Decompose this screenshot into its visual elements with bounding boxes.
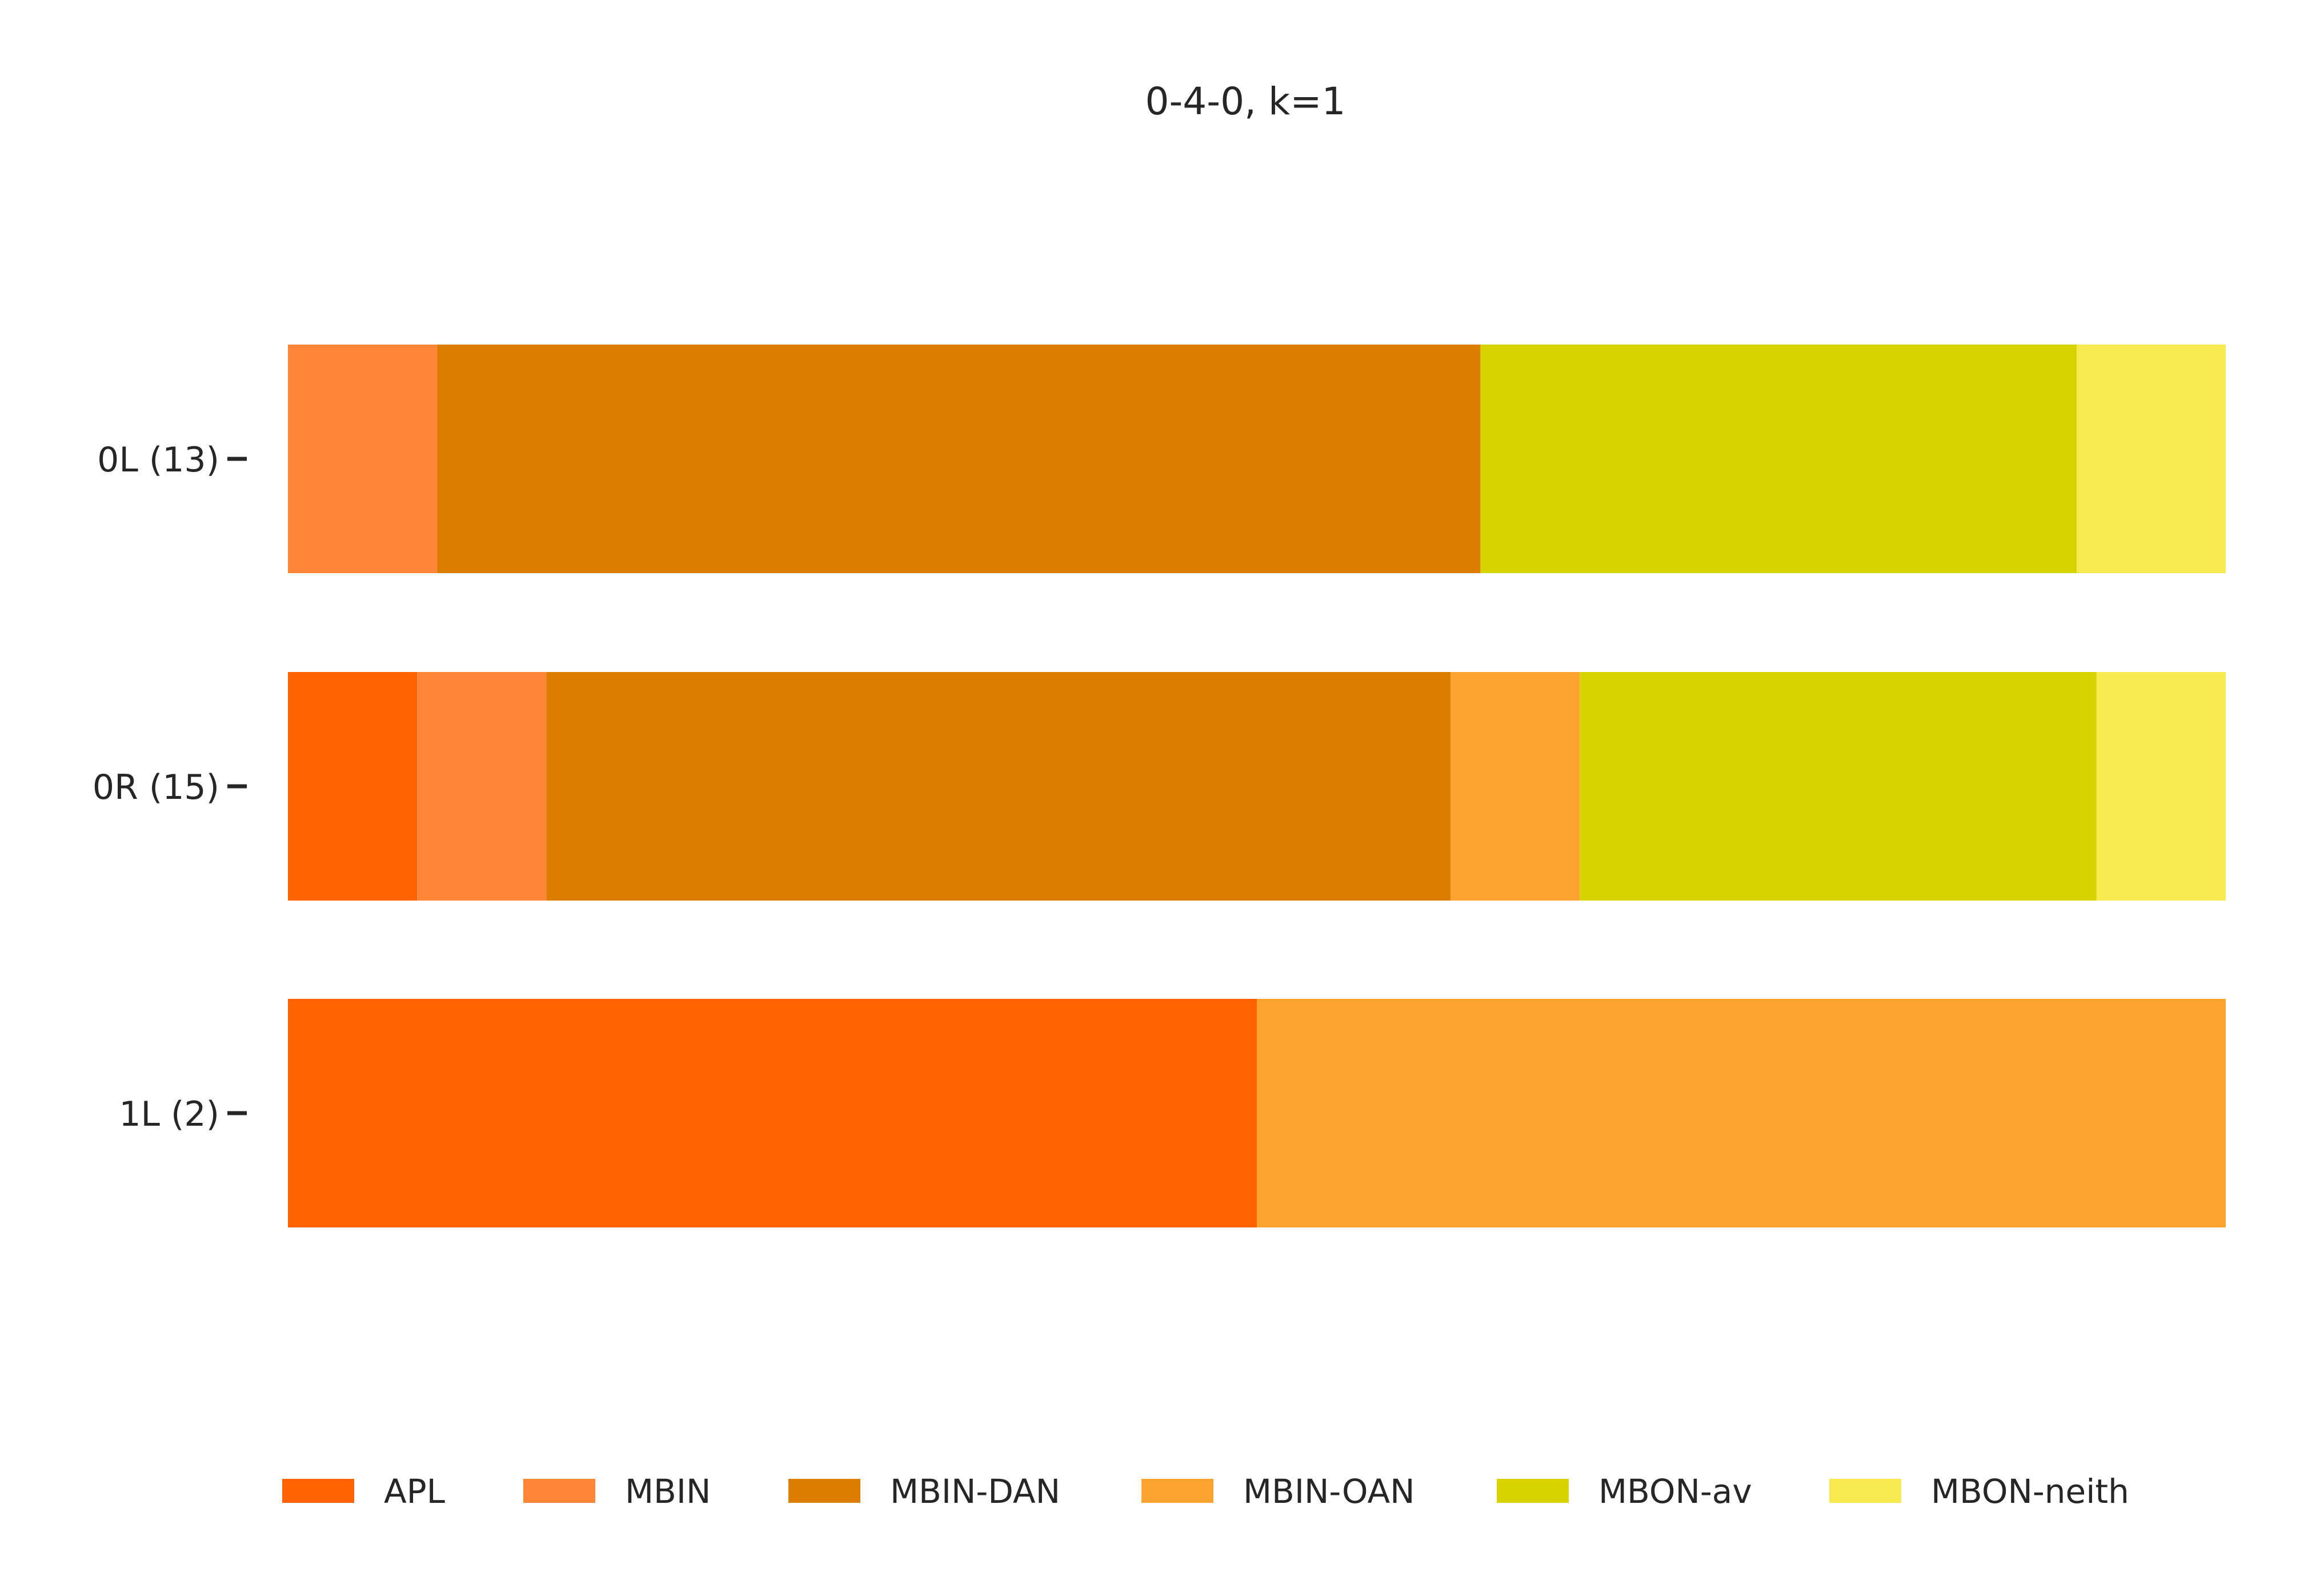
legend-label: MBON-neith xyxy=(1931,1472,2129,1511)
legend-swatch xyxy=(523,1479,595,1503)
bar-segment xyxy=(2077,345,2226,573)
y-tick-label: 0R (15) xyxy=(93,767,219,807)
legend: APL MBIN MBIN-DAN MBIN-OAN MBON-av MBON-neith xyxy=(282,1472,2129,1511)
legend-swatch xyxy=(788,1479,860,1503)
legend-label: MBIN-DAN xyxy=(890,1472,1060,1511)
legend-label: MBIN-OAN xyxy=(1243,1472,1415,1511)
legend-label: MBIN xyxy=(625,1472,711,1511)
legend-label: APL xyxy=(384,1472,445,1511)
y-axis: 0L (13) 0R (15) 1L (2) xyxy=(93,440,247,1134)
chart-title: 0-4-0, k=1 xyxy=(1145,79,1345,123)
legend-swatch xyxy=(1141,1479,1213,1503)
bar-segment xyxy=(546,672,1451,901)
bar-segment xyxy=(1480,345,2077,573)
y-tick-label: 1L (2) xyxy=(119,1094,219,1134)
bar-segment xyxy=(2096,672,2226,901)
bar-segment xyxy=(436,345,1481,573)
bar-segment xyxy=(288,345,437,573)
legend-swatch xyxy=(1829,1479,1901,1503)
legend-swatch xyxy=(1497,1479,1569,1503)
bar-segment xyxy=(1257,999,2226,1227)
bars-layer xyxy=(288,345,2226,1227)
bar-segment xyxy=(1451,672,1580,901)
bar-segment xyxy=(288,672,418,901)
legend-swatch xyxy=(282,1479,354,1503)
y-tick-label: 0L (13) xyxy=(97,440,219,480)
bar-segment xyxy=(417,672,547,901)
bar-segment xyxy=(1580,672,2097,901)
bar-segment xyxy=(288,999,1257,1227)
legend-label: MBON-av xyxy=(1598,1472,1752,1511)
